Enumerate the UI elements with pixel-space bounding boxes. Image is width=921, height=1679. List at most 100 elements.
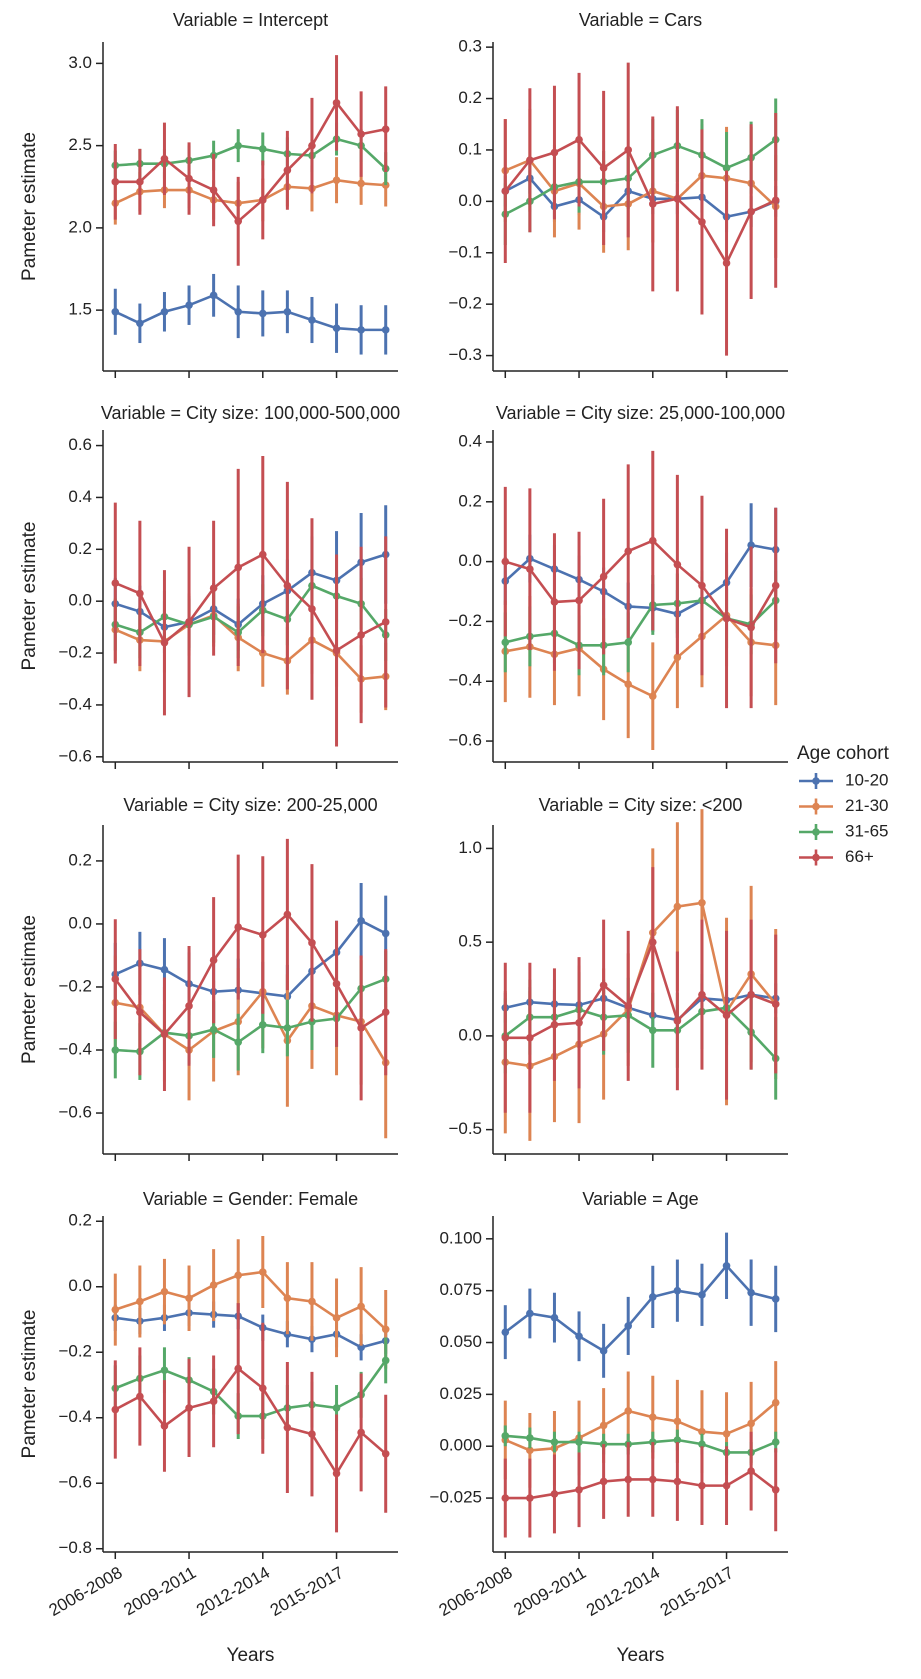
legend-marker	[812, 828, 820, 836]
series	[111, 273, 390, 355]
point	[747, 623, 755, 632]
y-tick-label: 2.5	[68, 135, 92, 154]
point	[111, 307, 120, 316]
point	[209, 1397, 218, 1406]
point	[501, 638, 510, 647]
y-tick-label: 0.2	[68, 539, 92, 558]
series	[501, 1431, 780, 1538]
series	[111, 1337, 390, 1440]
series-line	[504, 1263, 777, 1353]
series-line	[504, 1401, 777, 1452]
panel-title: Variable = City size: <200	[539, 795, 743, 815]
point	[357, 1343, 365, 1352]
point	[185, 301, 193, 310]
point	[747, 1288, 755, 1297]
point	[648, 536, 657, 545]
point	[747, 1419, 755, 1428]
point	[136, 589, 144, 598]
series-line	[504, 993, 776, 1022]
y-tick-label: 1.0	[458, 838, 482, 857]
point	[526, 1446, 534, 1455]
point	[771, 1485, 780, 1494]
x-tick-label: 2006-2008	[46, 1563, 126, 1620]
legend-label: 31-65	[845, 821, 888, 840]
point	[698, 581, 706, 590]
series	[501, 450, 780, 709]
point	[381, 326, 390, 334]
point	[234, 1364, 243, 1373]
series	[111, 122, 390, 186]
point	[209, 1281, 218, 1289]
point	[234, 141, 243, 150]
y-tick-label: 0.0	[68, 913, 92, 932]
y-tick-label: 0.025	[439, 1384, 482, 1403]
series	[111, 1299, 390, 1361]
y-tick-label: −0.4	[58, 1407, 92, 1426]
point	[747, 207, 755, 216]
point	[599, 164, 608, 172]
point	[160, 307, 169, 316]
point	[381, 1325, 390, 1334]
legend-marker	[812, 777, 820, 785]
series-line	[115, 100, 386, 224]
y-tick-label: 3.0	[68, 53, 92, 72]
point	[771, 196, 780, 205]
point	[698, 898, 706, 907]
point	[136, 1392, 144, 1401]
panel-title: Variable = City size: 100,000-500,000	[101, 403, 400, 423]
series	[111, 55, 390, 266]
point	[648, 1475, 657, 1484]
point	[160, 154, 169, 163]
point	[599, 1347, 608, 1355]
point	[599, 981, 608, 990]
y-tick-label: 0.0	[68, 1276, 92, 1295]
point	[332, 99, 341, 107]
series-line	[115, 1311, 387, 1349]
legend-label: 10-20	[845, 770, 888, 789]
point	[624, 680, 633, 689]
point	[550, 598, 559, 606]
series	[111, 584, 390, 713]
series-line	[505, 1434, 777, 1454]
x-tick-label: 2012-2014	[193, 1563, 273, 1620]
point	[648, 938, 657, 946]
point	[722, 1261, 731, 1270]
point	[283, 1294, 292, 1302]
y-tick-label: −0.2	[448, 294, 482, 313]
point	[526, 1494, 534, 1502]
point	[332, 324, 341, 333]
point	[747, 990, 755, 999]
series	[111, 1303, 390, 1533]
point	[185, 1002, 193, 1010]
point	[648, 1438, 657, 1446]
series-line	[114, 1359, 387, 1418]
point	[111, 1305, 120, 1314]
point	[599, 572, 608, 581]
point	[308, 1430, 316, 1438]
point	[357, 917, 365, 925]
series-line	[505, 938, 777, 1040]
point	[234, 307, 243, 316]
series	[501, 564, 780, 751]
point	[136, 319, 144, 328]
point	[357, 130, 365, 138]
point	[357, 631, 365, 639]
y-tick-label: 0.4	[458, 431, 482, 450]
point	[381, 1008, 390, 1016]
point	[747, 541, 755, 549]
panel-title: Variable = City size: 25,000-100,000	[496, 403, 785, 423]
series-line	[504, 138, 777, 216]
series-line	[114, 1270, 387, 1331]
legend-marker	[812, 802, 820, 811]
point	[648, 200, 657, 208]
point	[673, 1477, 682, 1486]
point	[526, 1033, 534, 1042]
y-tick-label: −0.6	[58, 1103, 92, 1122]
point	[209, 291, 218, 300]
point	[136, 178, 144, 186]
point	[575, 135, 583, 144]
point	[209, 1025, 218, 1034]
series-line	[114, 1366, 387, 1476]
point	[698, 1427, 706, 1436]
point	[283, 581, 292, 590]
